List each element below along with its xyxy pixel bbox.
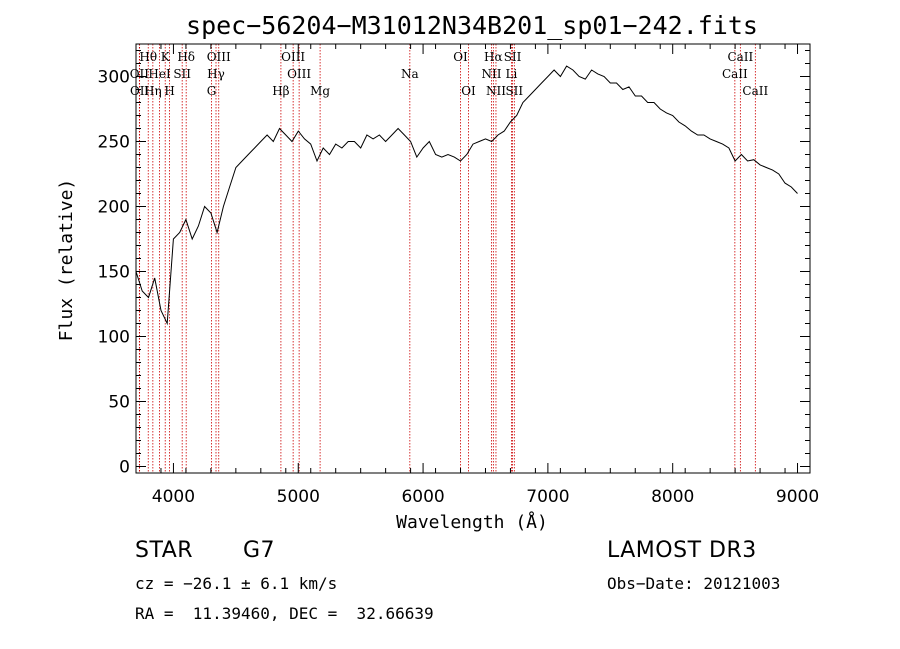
line-marker-label-10: Hγ [207, 67, 225, 81]
line-marker-label-6: H [164, 84, 174, 98]
line-marker-label-22: SII [504, 50, 522, 64]
y-axis-ticks: 0 50 100 150 200 250 300 [98, 50, 810, 478]
line-marker-label-20: NII [481, 67, 501, 81]
x-tick-label-2: 6000 [401, 487, 444, 507]
line-marker-label-9: OIII [207, 50, 231, 64]
object-class: STAR [135, 538, 194, 563]
line-marker-label-17: OI [453, 50, 468, 64]
line-marker-label-5: K [161, 50, 171, 64]
redshift-value: cz = −26.1 ± 6.1 km/s [135, 574, 338, 593]
line-marker-label-24: SII [505, 84, 523, 98]
line-marker-label-25: CaII [727, 50, 753, 64]
y-tick-label-1: 50 [108, 393, 130, 413]
x-axis-ticks: 4000 5000 6000 7000 8000 9000 [135, 44, 819, 507]
y-tick-label-3: 150 [98, 263, 130, 283]
line-marker-label-21: NII [486, 84, 506, 98]
x-tick-label-4: 8000 [651, 487, 694, 507]
line-markers [138, 44, 756, 473]
line-marker-label-7: SII [173, 67, 191, 81]
x-axis-label: Wavelength (Å) [396, 511, 548, 533]
line-marker-label-15: Mg [310, 84, 330, 98]
line-marker-label-1: OII [130, 67, 150, 81]
observation-date: Obs−Date: 20121003 [607, 574, 781, 593]
line-marker-label-16: Na [401, 67, 419, 81]
line-marker-label-0: Hθ [139, 50, 157, 64]
x-tick-label-1: 5000 [277, 487, 320, 507]
spectrum-chart: spec−56204−M31012N34B201_sp01−242.fits H… [56, 11, 819, 533]
line-marker-label-18: OI [461, 84, 476, 98]
plot-frame [135, 43, 811, 474]
line-marker-label-27: CaII [742, 84, 768, 98]
line-marker-label-23: Li [506, 67, 518, 81]
x-tick-label-0: 4000 [152, 487, 195, 507]
coordinates: RA = 11.39460, DEC = 32.66639 [135, 604, 434, 623]
line-marker-label-19: Hα [484, 50, 503, 64]
y-tick-label-6: 300 [98, 68, 130, 88]
x-tick-label-5: 9000 [776, 487, 819, 507]
line-marker-label-12: Hβ [272, 84, 289, 98]
y-tick-label-2: 100 [98, 328, 130, 348]
line-marker-label-4: Hη [144, 84, 162, 98]
survey-name: LAMOST DR3 [607, 538, 757, 563]
line-marker-label-26: CaII [722, 67, 748, 81]
line-marker-label-14: OIII [287, 67, 311, 81]
y-tick-label-4: 200 [98, 198, 130, 218]
object-subclass: G7 [243, 538, 276, 563]
chart-title: spec−56204−M31012N34B201_sp01−242.fits [186, 11, 758, 40]
y-axis-label: Flux (relative) [56, 179, 77, 342]
line-marker-label-2: OII [130, 84, 150, 98]
line-marker-label-8: Hδ [177, 50, 195, 64]
x-tick-label-3: 7000 [526, 487, 569, 507]
y-tick-label-5: 250 [98, 133, 130, 153]
y-tick-label-0: 0 [119, 458, 130, 478]
line-marker-label-3: HeI [148, 67, 171, 81]
line-marker-label-11: G [207, 84, 217, 98]
spectrum-line [135, 65, 798, 326]
line-marker-label-13: OIII [281, 50, 305, 64]
